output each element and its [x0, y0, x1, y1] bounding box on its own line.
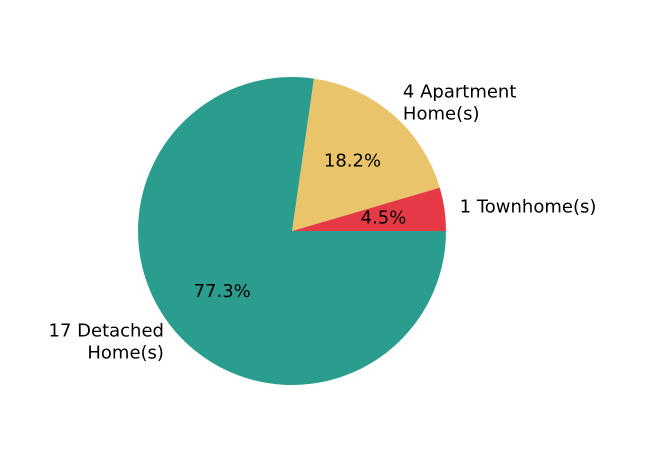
pie-slice-2 [137, 77, 446, 385]
pie-category-label-line: 17 Detached [49, 320, 164, 341]
pie-pct-label-1: 18.2% [324, 151, 381, 172]
pie-category-label-1: 4 Apartment Home(s) [403, 81, 516, 124]
pie-pct-label-0: 4.5% [361, 207, 407, 228]
pie-category-label-0: 1 Townhome(s) [460, 196, 597, 217]
pie-slices [137, 77, 446, 385]
pie-category-label-line: 1 Townhome(s) [460, 196, 597, 217]
pie-pct-label-2: 77.3% [194, 281, 251, 302]
pie-slice-0 [292, 187, 446, 231]
pie-category-label-line: Home(s) [87, 342, 164, 363]
pie-labels: 4.5%1 Townhome(s)18.2%4 Apartment Home(s)… [49, 81, 597, 363]
pie-category-label-line: 4 Apartment [403, 81, 516, 102]
pie-category-label-line: Home(s) [403, 103, 480, 124]
pie-category-label-2: 17 Detached Home(s) [49, 320, 164, 363]
pie-slice-1 [292, 78, 440, 231]
